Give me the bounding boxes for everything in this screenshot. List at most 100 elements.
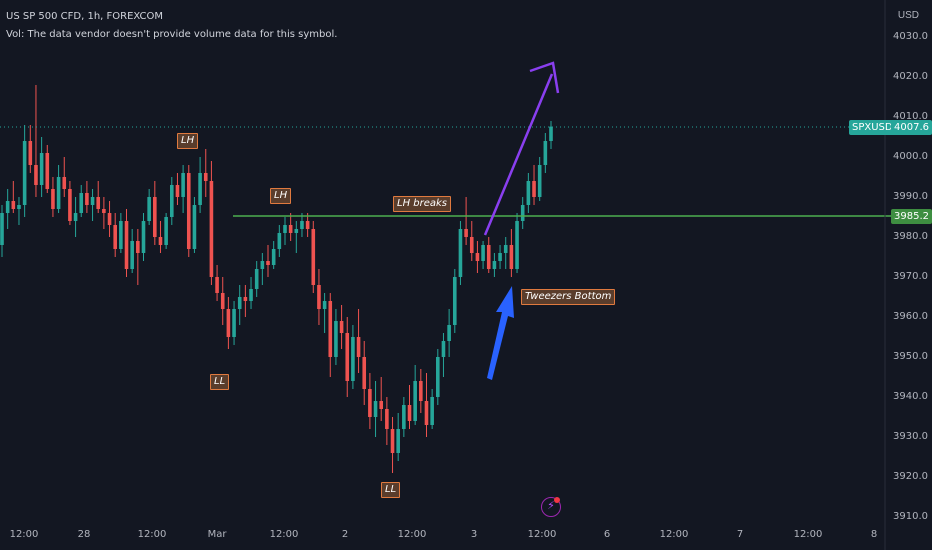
y-tick-label: 3950.0 — [893, 351, 928, 362]
candle — [379, 377, 384, 421]
candle — [407, 385, 412, 429]
candle — [503, 237, 508, 269]
candle — [368, 373, 372, 429]
label-lh-breaks[interactable]: LH breaks — [393, 196, 452, 212]
candle — [198, 157, 202, 213]
label-ll-1[interactable]: LL — [210, 374, 230, 390]
candle — [11, 181, 16, 213]
candle — [402, 397, 406, 437]
candle — [317, 269, 321, 325]
candle — [481, 241, 485, 269]
x-tick-label: 12:00 — [269, 529, 299, 540]
candle — [424, 373, 429, 437]
symbol-tag: SPXUSD — [849, 120, 896, 135]
x-tick-label: 12:00 — [137, 529, 167, 540]
candle — [107, 201, 112, 237]
candle — [17, 197, 21, 225]
candle — [413, 365, 417, 425]
candle — [469, 221, 474, 261]
candle — [232, 301, 236, 345]
candle — [215, 265, 219, 301]
candle — [351, 325, 355, 389]
candle — [243, 285, 248, 317]
candle — [509, 229, 514, 277]
y-tick-label: 3930.0 — [893, 431, 928, 442]
candle — [311, 221, 316, 293]
candle — [322, 293, 327, 333]
y-tick-label: 4020.0 — [893, 71, 928, 82]
candle — [85, 181, 89, 213]
x-tick-label: 8 — [870, 529, 878, 540]
candle — [147, 189, 151, 225]
candle — [271, 241, 276, 269]
candle — [464, 197, 468, 245]
candle — [526, 173, 531, 213]
y-axis-unit: USD — [897, 10, 919, 21]
y-tick-label: 4000.0 — [893, 151, 928, 162]
last-price-tag: 4007.6 — [891, 120, 932, 135]
candle — [153, 181, 157, 245]
candle — [0, 205, 4, 257]
y-tick-label: 3990.0 — [893, 191, 928, 202]
candle — [22, 125, 27, 217]
x-tick-label: 3 — [470, 529, 478, 540]
candle — [373, 381, 378, 437]
candle — [520, 197, 525, 229]
candle — [203, 149, 208, 197]
x-tick-label: 2 — [341, 529, 349, 540]
candle — [186, 165, 191, 257]
candle — [277, 225, 282, 257]
candle — [119, 213, 123, 253]
candle — [56, 165, 61, 213]
purple-up-arrow[interactable] — [483, 61, 560, 236]
candle — [130, 229, 134, 273]
x-tick-label: 12:00 — [9, 529, 39, 540]
y-tick-label: 4010.0 — [893, 111, 928, 122]
candle — [362, 341, 367, 405]
candle — [396, 413, 400, 461]
candle — [345, 317, 350, 397]
candle — [164, 213, 168, 249]
candle — [537, 157, 542, 201]
label-tweezers-bottom[interactable]: Tweezers Bottom — [521, 289, 616, 305]
candle — [385, 397, 389, 445]
candle — [452, 269, 457, 333]
label-lh-2[interactable]: LH — [270, 188, 292, 204]
label-lh-1[interactable]: LH — [177, 133, 199, 149]
blue-up-arrow[interactable] — [487, 286, 514, 380]
candle — [34, 85, 38, 197]
candle — [237, 285, 242, 325]
candle — [305, 213, 310, 237]
candle — [169, 177, 174, 225]
x-tick-label: 12:00 — [397, 529, 427, 540]
candle — [283, 217, 287, 245]
candle — [249, 277, 253, 309]
candle — [209, 161, 214, 285]
candle — [192, 197, 197, 253]
candle — [419, 369, 423, 413]
y-tick-label: 3910.0 — [893, 511, 928, 522]
volume-note: Vol: The data vendor doesn't provide vol… — [6, 29, 338, 40]
x-tick-label: 12:00 — [527, 529, 557, 540]
candle — [102, 197, 106, 229]
candle — [260, 253, 265, 285]
chart-title: US SP 500 CFD, 1h, FOREXCOM — [6, 11, 164, 22]
candle — [62, 157, 67, 197]
x-tick-label: 12:00 — [659, 529, 689, 540]
candle — [288, 213, 293, 241]
lightning-icon[interactable]: ⚡ — [541, 497, 561, 517]
candle — [45, 145, 50, 193]
candle — [158, 221, 163, 253]
y-tick-label: 4030.0 — [893, 31, 928, 42]
candle — [220, 277, 225, 325]
candle — [79, 185, 84, 217]
label-ll-2[interactable]: LL — [381, 482, 401, 498]
candle — [175, 173, 180, 205]
y-tick-label: 3940.0 — [893, 391, 928, 402]
candle — [141, 213, 146, 261]
candle — [181, 165, 185, 213]
candle — [390, 417, 395, 473]
x-tick-label: 12:00 — [793, 529, 823, 540]
candle — [51, 177, 55, 217]
